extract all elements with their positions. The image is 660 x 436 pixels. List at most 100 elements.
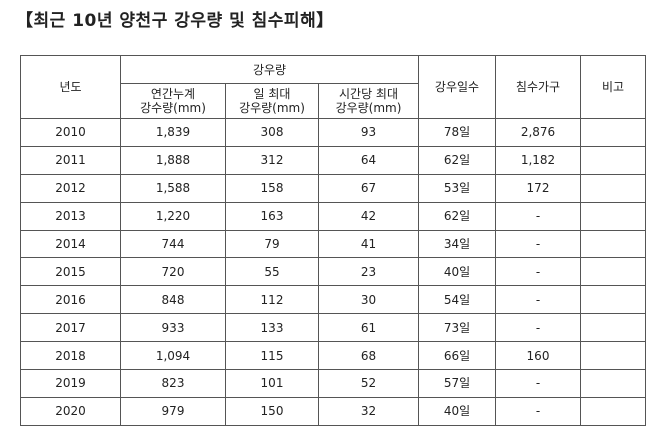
header-cell: 일 최대 강우량(mm) xyxy=(225,83,319,119)
table-cell: 2014 xyxy=(20,229,121,259)
table-cell: 823 xyxy=(120,369,226,398)
table-row: 2017 933 133 61 73일 - xyxy=(20,313,646,343)
header-cell: 강우일수 xyxy=(418,55,496,119)
table-cell: - xyxy=(495,229,581,259)
table-cell: 2,876 xyxy=(495,118,581,147)
empty-cell xyxy=(580,257,646,287)
empty-cell xyxy=(580,341,646,371)
header-cell: 연간누계 강수량(mm) xyxy=(120,83,226,119)
table-cell: 53일 xyxy=(418,173,496,203)
header-line: 일 최대 xyxy=(253,87,291,101)
empty-cell xyxy=(580,369,646,398)
empty-cell xyxy=(580,118,646,147)
table-cell: 150 xyxy=(225,396,319,426)
table-row: 2014 744 79 41 34일 - xyxy=(20,229,646,259)
header-cell: 침수가구 xyxy=(495,55,581,119)
table-cell: 93 xyxy=(318,118,419,147)
table-cell: 979 xyxy=(120,396,226,426)
table-cell: 57일 xyxy=(418,369,496,398)
table-cell: 2011 xyxy=(20,145,121,175)
header-cell: 비고 xyxy=(580,55,646,119)
table-cell: 2020 xyxy=(20,396,121,426)
table-cell: 848 xyxy=(120,285,226,315)
table-cell: - xyxy=(495,285,581,315)
table-cell: 2016 xyxy=(20,285,121,315)
empty-cell xyxy=(580,173,646,203)
table-row: 2012 1,588 158 67 53일 172 xyxy=(20,173,646,203)
title: 【최근 10년 양천구 강우량 및 침수피해】 xyxy=(16,11,334,31)
table-cell: - xyxy=(495,201,581,231)
table-cell: 2019 xyxy=(20,369,121,398)
table-cell: 66일 xyxy=(418,341,496,371)
table-row: 2011 1,888 312 64 62일 1,182 xyxy=(20,145,646,175)
table-cell: 68 xyxy=(318,341,419,371)
table-cell: 2017 xyxy=(20,313,121,343)
table-cell: 42 xyxy=(318,201,419,231)
empty-cell xyxy=(580,396,646,426)
table-cell: 2018 xyxy=(20,341,121,371)
table-row: 2016 848 112 30 54일 - xyxy=(20,285,646,315)
table-cell: 160 xyxy=(495,341,581,371)
table-row: 2010 1,839 308 93 78일 2,876 xyxy=(20,118,646,147)
table-cell: 30 xyxy=(318,285,419,315)
table-cell: 41 xyxy=(318,229,419,259)
table-cell: 112 xyxy=(225,285,319,315)
table-cell: 1,220 xyxy=(120,201,226,231)
data-table: 년도 강우량 강우일수 침수가구 비고 연간누계 강수량(mm) 일 최대 강우량(m… xyxy=(20,55,646,426)
table-cell: 52 xyxy=(318,369,419,398)
table-cell: 2010 xyxy=(20,118,121,147)
table-cell: - xyxy=(495,396,581,426)
table-cell: 1,094 xyxy=(120,341,226,371)
table-cell: 312 xyxy=(225,145,319,175)
table-cell: 67 xyxy=(318,173,419,203)
empty-cell xyxy=(580,285,646,315)
header-line: 강수량(mm) xyxy=(140,101,206,115)
table-cell: 163 xyxy=(225,201,319,231)
table-cell: 172 xyxy=(495,173,581,203)
table-cell: 1,888 xyxy=(120,145,226,175)
table-cell: 1,588 xyxy=(120,173,226,203)
table-cell: 64 xyxy=(318,145,419,175)
table-cell: 79 xyxy=(225,229,319,259)
table-cell: 1,839 xyxy=(120,118,226,147)
empty-cell xyxy=(580,313,646,343)
table-cell: 2013 xyxy=(20,201,121,231)
header-line: 연간누계 xyxy=(150,87,196,101)
table-row: 2018 1,094 115 68 66일 160 xyxy=(20,341,646,371)
table-cell: 73일 xyxy=(418,313,496,343)
table-cell: 744 xyxy=(120,229,226,259)
empty-cell xyxy=(580,229,646,259)
table-cell: 40일 xyxy=(418,396,496,426)
header-cell: 년도 xyxy=(20,55,121,119)
empty-cell xyxy=(580,145,646,175)
table-cell: 40일 xyxy=(418,257,496,287)
table-cell: 23 xyxy=(318,257,419,287)
table-cell: 720 xyxy=(120,257,226,287)
table-cell: 933 xyxy=(120,313,226,343)
table-cell: 61 xyxy=(318,313,419,343)
table-cell: - xyxy=(495,257,581,287)
header-line: 강우량(mm) xyxy=(335,101,402,115)
header-cell: 강우량 xyxy=(120,55,419,84)
table-cell: - xyxy=(495,369,581,398)
empty-cell xyxy=(580,201,646,231)
table-cell: 32 xyxy=(318,396,419,426)
table-row: 2020 979 150 32 40일 - xyxy=(20,396,646,426)
table-row: 2015 720 55 23 40일 - xyxy=(20,257,646,287)
table-cell: - xyxy=(495,313,581,343)
header-cell: 시간당 최대 강우량(mm) xyxy=(318,83,419,119)
header-line: 시간당 최대 xyxy=(338,87,398,101)
table-cell: 1,182 xyxy=(495,145,581,175)
table-cell: 158 xyxy=(225,173,319,203)
table-cell: 62일 xyxy=(418,145,496,175)
table-cell: 54일 xyxy=(418,285,496,315)
table-cell: 115 xyxy=(225,341,319,371)
table-cell: 78일 xyxy=(418,118,496,147)
table-cell: 2012 xyxy=(20,173,121,203)
table-cell: 308 xyxy=(225,118,319,147)
table-cell: 2015 xyxy=(20,257,121,287)
table-row: 2013 1,220 163 42 62일 - xyxy=(20,201,646,231)
table-cell: 55 xyxy=(225,257,319,287)
table-cell: 34일 xyxy=(418,229,496,259)
